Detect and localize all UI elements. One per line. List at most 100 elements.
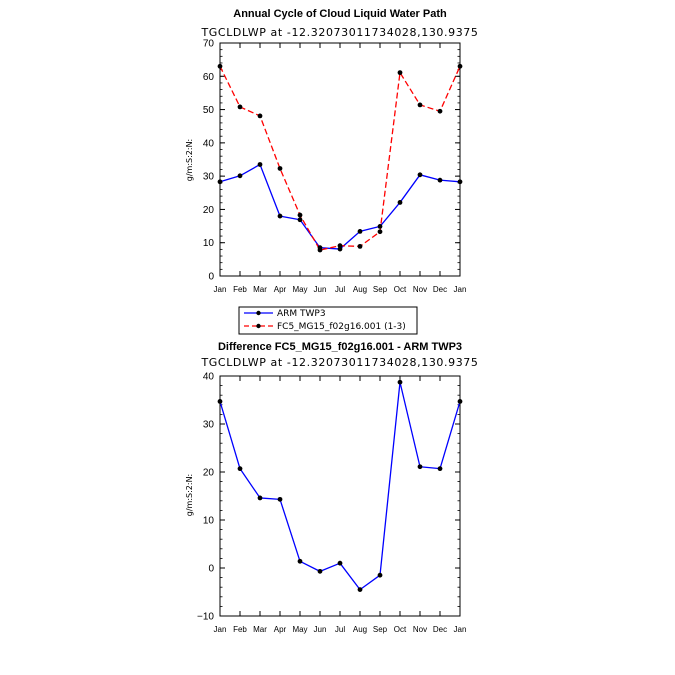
top-series-1-point: [437, 108, 443, 114]
bottom-chart-series: [217, 379, 463, 592]
legend-marker-fc5: [256, 323, 261, 329]
x-tick-label: Jun: [314, 625, 327, 634]
bottom-chart-ylabel: g/m:S:2:N:: [185, 474, 194, 517]
top-series-1-point: [377, 229, 383, 235]
bottom-series-0-point: [417, 464, 423, 470]
top-series-0-point: [457, 179, 463, 185]
top-series-1-point: [397, 70, 403, 76]
top-series-0-point: [237, 173, 243, 179]
top-series-1-point: [457, 63, 463, 69]
x-tick-label: Mar: [253, 625, 267, 634]
bottom-series-0-point: [297, 558, 303, 564]
y-tick-label: 50: [203, 105, 215, 116]
x-tick-label: Nov: [413, 285, 427, 294]
top-series-0-point: [257, 162, 263, 167]
top-series-0-point: [277, 213, 283, 219]
bottom-series-0-point: [317, 568, 323, 574]
bottom-series-0-point: [457, 399, 463, 404]
x-tick-label: Sep: [373, 285, 388, 294]
top-series-0-point: [417, 172, 423, 178]
top-chart-axes: 0 10 20 30 40 50 60 70 Jan Feb Mar Apr May Jun Jul Aug S…: [203, 39, 467, 295]
y-tick-label: 20: [203, 205, 215, 216]
bottom-series-0-point: [377, 572, 383, 578]
top-chart-ylabel: g/m:S:2:N:: [185, 139, 194, 182]
x-tick-label: May: [292, 285, 307, 294]
y-tick-label: 40: [203, 372, 215, 383]
top-series-0-point: [217, 179, 223, 185]
x-tick-label: Jul: [335, 625, 345, 634]
top-series-line-0: [219, 163, 461, 250]
x-tick-label: Jun: [314, 285, 327, 294]
top-chart-legend: ARM TWP3 FC5_MG15_f02g16.001 (1-3): [238, 306, 418, 335]
bottom-series-0-point: [357, 587, 363, 592]
top-series-0-point: [397, 200, 403, 205]
top-series-1-point: [257, 113, 263, 119]
top-series-1-point: [317, 247, 323, 253]
x-tick-label: Feb: [233, 625, 247, 634]
x-tick-label: Jan: [454, 285, 467, 294]
bottom-series-0-point: [437, 466, 443, 472]
y-tick-label: 60: [203, 72, 215, 83]
y-tick-label: −10: [197, 612, 214, 623]
x-tick-label: Feb: [233, 285, 247, 294]
legend-label-arm: ARM TWP3: [277, 309, 326, 319]
x-tick-label: Aug: [353, 625, 367, 634]
x-tick-label: Oct: [394, 285, 407, 294]
bottom-series-0-point: [337, 560, 343, 566]
top-series-1-point: [357, 243, 363, 249]
top-chart: Annual Cycle of Cloud Liquid Water Path …: [185, 8, 478, 335]
legend-entry-fc5: FC5_MG15_f02g16.001 (1-3): [244, 322, 406, 332]
y-tick-label: 0: [208, 564, 214, 575]
legend-marker-arm: [256, 310, 261, 316]
y-tick-label: 70: [203, 39, 215, 50]
x-tick-label: Oct: [394, 625, 407, 634]
x-tick-label: Jul: [335, 285, 345, 294]
x-tick-label: Jan: [214, 625, 227, 634]
legend-entry-arm: ARM TWP3: [244, 309, 326, 319]
x-tick-label: Jan: [454, 625, 467, 634]
top-plot-frame: [219, 42, 461, 277]
x-tick-label: Sep: [373, 625, 388, 634]
legend-box: [238, 306, 418, 335]
top-series-1-point: [217, 63, 223, 69]
top-series-0-point: [357, 228, 363, 234]
bottom-series-0-point: [397, 379, 403, 385]
bottom-chart: Difference FC5_MG15_f02g16.001 - ARM TWP…: [185, 341, 478, 634]
y-tick-label: 30: [203, 172, 215, 183]
legend-label-fc5: FC5_MG15_f02g16.001 (1-3): [277, 322, 406, 332]
top-series-1-point: [237, 104, 243, 110]
x-tick-label: Nov: [413, 625, 427, 634]
bottom-chart-title: Difference FC5_MG15_f02g16.001 - ARM TWP…: [218, 341, 462, 353]
top-series-0-point: [377, 224, 383, 229]
y-tick-label: 10: [203, 238, 215, 249]
bottom-series-0-point: [277, 496, 283, 502]
top-series-1-point: [277, 166, 283, 171]
y-tick-label: 40: [203, 138, 215, 149]
top-series-0-point: [297, 217, 303, 223]
x-tick-label: Dec: [433, 625, 447, 634]
top-chart-series: [217, 63, 463, 253]
x-tick-label: Aug: [353, 285, 367, 294]
top-chart-title: Annual Cycle of Cloud Liquid Water Path: [233, 8, 447, 20]
x-tick-label: Jan: [214, 285, 227, 294]
bottom-plot-frame: [219, 375, 461, 617]
bottom-series-0-point: [217, 399, 223, 404]
x-tick-label: May: [292, 625, 307, 634]
x-tick-label: Apr: [274, 625, 287, 634]
y-tick-label: 10: [203, 516, 215, 527]
y-tick-label: 20: [203, 468, 215, 479]
bottom-series-0-point: [257, 495, 263, 501]
x-tick-label: Apr: [274, 285, 287, 294]
y-tick-label: 30: [203, 420, 215, 431]
top-series-0-point: [437, 177, 443, 183]
top-series-line-1: [219, 66, 461, 251]
bottom-series-line-0: [219, 381, 461, 591]
x-tick-label: Dec: [433, 285, 447, 294]
top-series-1-point: [417, 102, 423, 108]
top-chart-subtitle: TGCLDLWP at -12.32073011734028,130.9375: [200, 26, 478, 39]
y-tick-label: 0: [208, 272, 214, 283]
x-tick-label: Mar: [253, 285, 267, 294]
bottom-series-0-point: [237, 466, 243, 472]
top-series-0-point: [337, 246, 343, 252]
